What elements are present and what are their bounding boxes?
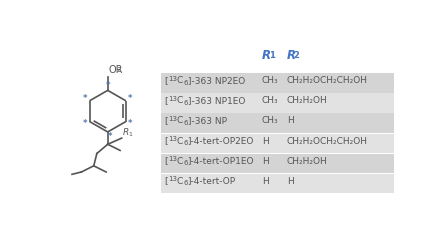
Text: R: R (262, 49, 271, 62)
Text: 6: 6 (183, 120, 187, 126)
Text: *: * (106, 81, 110, 90)
Text: C: C (177, 177, 183, 185)
Text: [: [ (164, 157, 168, 165)
Text: *: * (108, 132, 112, 141)
Text: OR: OR (109, 65, 123, 75)
Bar (161, 153, 394, 173)
Text: C: C (177, 76, 183, 85)
Text: 13: 13 (168, 136, 177, 142)
Text: 6: 6 (183, 160, 187, 166)
Text: C: C (177, 157, 183, 165)
Text: ]-363 NP2EO: ]-363 NP2EO (187, 76, 245, 85)
Text: ]-363 NP1EO: ]-363 NP1EO (187, 96, 245, 106)
Bar (161, 74, 394, 93)
Text: 1: 1 (269, 51, 275, 60)
Text: 1: 1 (128, 132, 132, 137)
Text: C: C (177, 96, 183, 106)
Text: CH₃: CH₃ (262, 76, 279, 85)
Text: C: C (177, 136, 183, 146)
Text: *: * (128, 94, 133, 103)
Text: ]-4-tert-OP1EO: ]-4-tert-OP1EO (187, 157, 254, 165)
Text: H: H (287, 116, 293, 126)
Text: 6: 6 (183, 80, 187, 86)
Text: 6: 6 (183, 100, 187, 106)
Text: *: * (83, 119, 87, 128)
Text: H: H (262, 157, 269, 165)
Text: 2: 2 (294, 51, 300, 60)
Text: CH₃: CH₃ (262, 96, 279, 106)
Text: R: R (123, 128, 129, 137)
Text: [: [ (164, 96, 168, 106)
Text: *: * (128, 119, 133, 128)
Text: ]-4-tert-OP2EO: ]-4-tert-OP2EO (187, 136, 254, 146)
Text: [: [ (164, 177, 168, 185)
Text: CH₃: CH₃ (262, 116, 279, 126)
Text: 13: 13 (168, 96, 177, 102)
Text: 13: 13 (168, 116, 177, 122)
Text: CH₂H₂OCH₂CH₂OH: CH₂H₂OCH₂CH₂OH (287, 136, 368, 146)
Text: 13: 13 (168, 76, 177, 82)
Text: 13: 13 (168, 156, 177, 162)
Text: 13: 13 (168, 176, 177, 182)
Bar (161, 133, 394, 153)
Text: [: [ (164, 116, 168, 126)
Text: CH₂H₂OH: CH₂H₂OH (287, 96, 327, 106)
Text: ]-4-tert-OP: ]-4-tert-OP (187, 177, 236, 185)
Text: 6: 6 (183, 180, 187, 186)
Text: H: H (262, 177, 269, 185)
Bar (161, 114, 394, 133)
Bar (161, 94, 394, 113)
Text: C: C (177, 116, 183, 126)
Text: CH₂H₂OCH₂CH₂OH: CH₂H₂OCH₂CH₂OH (287, 76, 368, 85)
Text: H: H (262, 136, 269, 146)
Bar (161, 173, 394, 193)
Text: H: H (287, 177, 293, 185)
Text: 2: 2 (117, 67, 121, 74)
Text: R: R (287, 49, 296, 62)
Text: 6: 6 (183, 140, 187, 146)
Text: *: * (83, 94, 87, 103)
Text: [: [ (164, 76, 168, 85)
Text: ]-363 NP: ]-363 NP (187, 116, 227, 126)
Text: CH₂H₂OH: CH₂H₂OH (287, 157, 327, 165)
Text: [: [ (164, 136, 168, 146)
